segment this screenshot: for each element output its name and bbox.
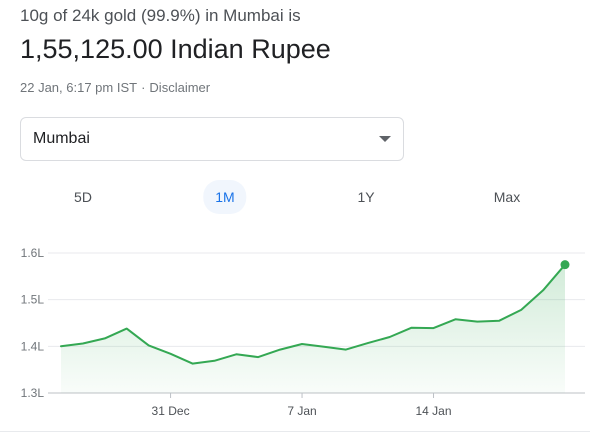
subtitle: 10g of 24k gold (99.9%) in Mumbai is — [20, 6, 301, 25]
current-value-dot[interactable] — [560, 260, 570, 270]
series-area — [61, 264, 565, 393]
separator: · — [141, 80, 146, 95]
price-value: 1,55,125.00 Indian Rupee — [20, 34, 331, 64]
caret-down-icon — [379, 136, 391, 142]
y-tick-label: 1.6L — [21, 246, 45, 260]
divider — [0, 431, 590, 432]
x-tick-label: 7 Jan — [287, 404, 316, 418]
tab-1y[interactable]: 1Y — [357, 189, 375, 205]
disclaimer-link[interactable]: Disclaimer — [149, 80, 211, 95]
tab-max[interactable]: Max — [493, 189, 521, 205]
y-tick-label: 1.5L — [21, 293, 45, 307]
location-select[interactable]: Mumbai — [20, 117, 404, 161]
series-line — [60, 263, 566, 365]
tab-5d[interactable]: 5D — [74, 189, 92, 205]
range-tabs: 5D 1M 1Y Max — [0, 180, 590, 214]
x-tick-label: 14 Jan — [416, 404, 452, 418]
price-chart: 1.3L 1.4L 1.5L 1.6L 31 Dec 7 Jan 14 Jan — [21, 246, 585, 418]
location-select-value: Mumbai — [33, 130, 90, 147]
y-tick-label: 1.3L — [21, 386, 45, 400]
meta-line: 22 Jan, 6:17 pm IST · Disclaimer — [20, 80, 210, 95]
timestamp: 22 Jan, 6:17 pm IST — [20, 80, 138, 95]
y-tick-label: 1.4L — [21, 339, 45, 353]
tab-1m[interactable]: 1M — [203, 180, 247, 214]
x-tick-label: 31 Dec — [152, 404, 190, 418]
